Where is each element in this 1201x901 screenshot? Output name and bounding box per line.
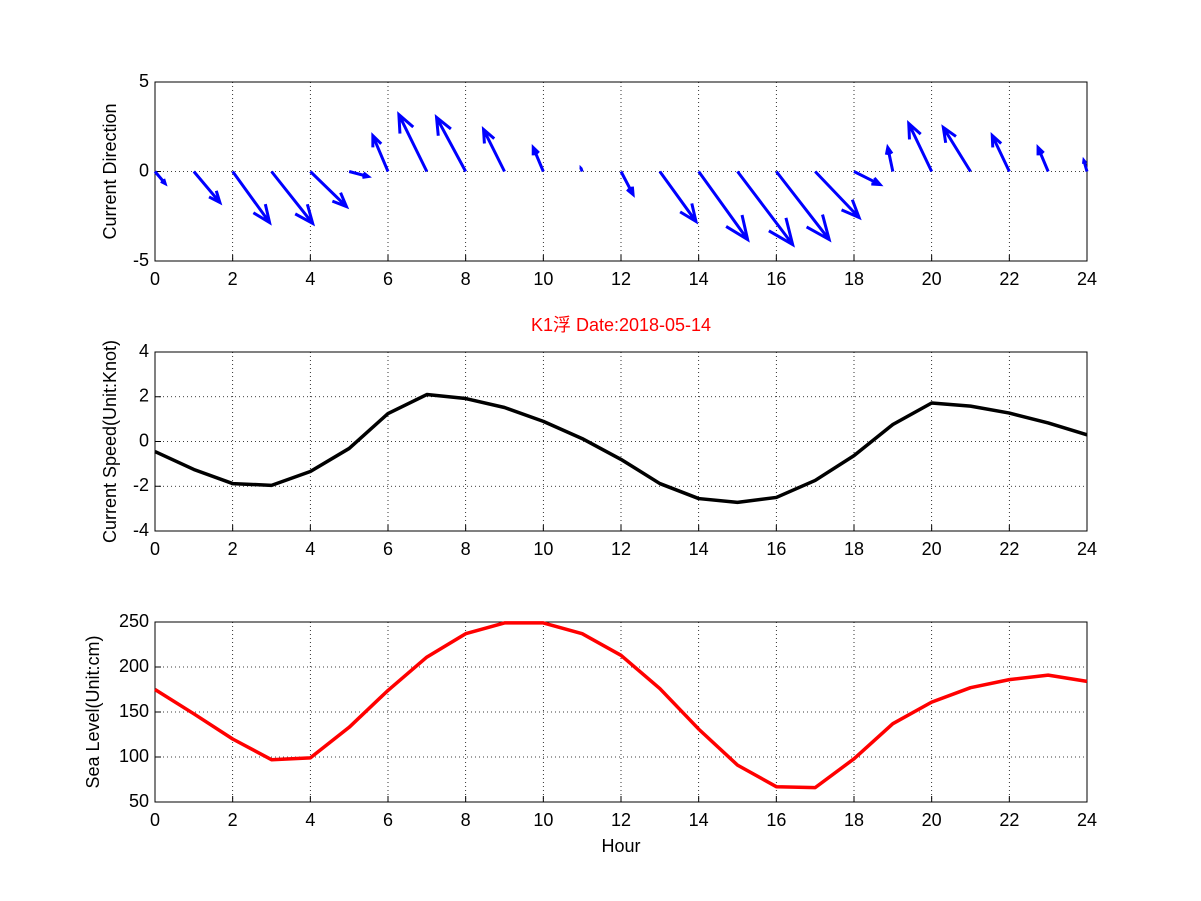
x-tick-label: 12 xyxy=(611,539,631,559)
x-tick-label: 14 xyxy=(689,539,709,559)
y-tick-label: 100 xyxy=(119,746,149,766)
arrow xyxy=(697,170,750,243)
arrow xyxy=(481,125,506,173)
y-tick-label: 250 xyxy=(119,611,149,631)
x-tick-label: 14 xyxy=(689,810,709,830)
y-tick-label: -4 xyxy=(133,520,149,540)
y-axis-label: Sea Level(Unit:cm) xyxy=(83,635,103,788)
arrow xyxy=(884,143,895,172)
x-tick-label: 16 xyxy=(766,539,786,559)
x-tick-label: 6 xyxy=(383,810,393,830)
x-tick-label: 16 xyxy=(766,810,786,830)
y-tick-label: 4 xyxy=(139,341,149,361)
x-tick-label: 14 xyxy=(689,269,709,289)
y-tick-label: 50 xyxy=(129,791,149,811)
arrow xyxy=(153,170,168,187)
x-tick-label: 24 xyxy=(1077,539,1097,559)
x-tick-label: 12 xyxy=(611,269,631,289)
x-tick-label: 24 xyxy=(1077,269,1097,289)
x-tick-label: 0 xyxy=(150,810,160,830)
x-tick-label: 8 xyxy=(461,269,471,289)
arrow xyxy=(397,111,429,173)
x-tick-label: 18 xyxy=(844,539,864,559)
x-tick-label: 20 xyxy=(922,810,942,830)
arrow xyxy=(270,170,316,227)
y-axis-label: Current Speed(Unit:Knot) xyxy=(100,340,120,543)
chart-title: K1浮 Date:2018-05-14 xyxy=(531,315,711,335)
y-axis-label: Current Direction xyxy=(100,103,120,239)
arrow xyxy=(434,114,467,173)
x-tick-label: 24 xyxy=(1077,810,1097,830)
arrow xyxy=(231,170,272,226)
arrow xyxy=(531,143,545,173)
y-tick-label: -5 xyxy=(133,250,149,270)
x-tick-label: 18 xyxy=(844,810,864,830)
arrow xyxy=(736,170,795,248)
arrow xyxy=(348,170,372,179)
x-tick-label: 22 xyxy=(999,539,1019,559)
arrow xyxy=(658,170,699,225)
x-tick-label: 0 xyxy=(150,269,160,289)
arrow xyxy=(853,170,884,187)
arrow xyxy=(371,132,390,173)
x-tick-label: 12 xyxy=(611,810,631,830)
line xyxy=(154,392,1088,505)
arrow xyxy=(192,170,223,206)
y-tick-label: 5 xyxy=(139,71,149,91)
arrow xyxy=(579,164,584,173)
y-tick-label: 150 xyxy=(119,701,149,721)
x-tick-label: 20 xyxy=(922,269,942,289)
arrow xyxy=(1036,143,1050,173)
x-tick-label: 22 xyxy=(999,269,1019,289)
x-tick-label: 0 xyxy=(150,539,160,559)
x-tick-label: 6 xyxy=(383,539,393,559)
arrow xyxy=(814,170,862,221)
axes-box xyxy=(154,351,1088,532)
x-tick-label: 4 xyxy=(305,269,315,289)
x-tick-label: 2 xyxy=(228,269,238,289)
arrow xyxy=(941,124,972,173)
y-tick-label: 200 xyxy=(119,656,149,676)
x-tick-label: 10 xyxy=(533,269,553,289)
x-tick-label: 8 xyxy=(461,539,471,559)
arrow xyxy=(990,132,1011,173)
arrow xyxy=(309,170,350,210)
y-tick-label: 0 xyxy=(139,430,149,450)
line xyxy=(154,621,1088,790)
x-tick-label: 4 xyxy=(305,810,315,830)
x-axis-label: Hour xyxy=(601,836,640,856)
y-tick-label: 0 xyxy=(139,160,149,180)
x-tick-label: 16 xyxy=(766,269,786,289)
x-tick-label: 4 xyxy=(305,539,315,559)
arrow xyxy=(1081,156,1089,172)
axes-box xyxy=(154,621,1088,803)
x-tick-label: 2 xyxy=(228,539,238,559)
x-tick-label: 6 xyxy=(383,269,393,289)
arrow xyxy=(619,170,635,198)
x-tick-label: 8 xyxy=(461,810,471,830)
y-tick-label: -2 xyxy=(133,475,149,495)
x-tick-label: 10 xyxy=(533,539,553,559)
x-tick-label: 2 xyxy=(228,810,238,830)
x-tick-label: 10 xyxy=(533,810,553,830)
arrow xyxy=(775,170,832,243)
x-tick-label: 18 xyxy=(844,269,864,289)
x-tick-label: 22 xyxy=(999,810,1019,830)
arrow xyxy=(907,120,934,173)
x-tick-label: 20 xyxy=(922,539,942,559)
y-tick-label: 2 xyxy=(139,386,149,406)
